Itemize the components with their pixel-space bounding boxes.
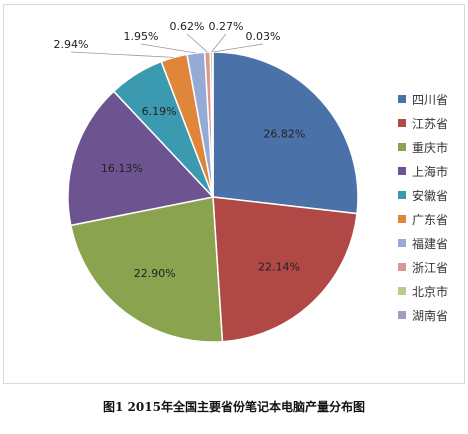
legend-item-1: 四川省 xyxy=(398,87,468,111)
legend-item-2: 江苏省 xyxy=(398,111,468,135)
legend-item-10: 湖南省 xyxy=(398,303,468,327)
pie-slice-2 xyxy=(212,196,358,343)
pie-slice-4 xyxy=(67,90,215,227)
slice-label-7: 1.95% xyxy=(124,30,159,43)
slice-label-5: 6.19% xyxy=(142,105,177,118)
slice-label-9: 0.27% xyxy=(209,20,244,33)
legend-label-5: 安徽省 xyxy=(412,188,449,203)
slice-label-2: 22.14% xyxy=(258,260,300,273)
leader-line-10 xyxy=(212,43,264,53)
leader-line-7 xyxy=(140,43,196,54)
legend-swatch-4 xyxy=(398,167,406,175)
legend-swatch-5 xyxy=(398,191,406,199)
legend-item-8: 浙江省 xyxy=(398,255,468,279)
legend-swatch-9 xyxy=(398,287,406,295)
legend-label-6: 广东省 xyxy=(412,212,449,227)
legend-label-7: 福建省 xyxy=(412,236,449,251)
legend-swatch-3 xyxy=(398,143,406,151)
legend-label-10: 湖南省 xyxy=(412,308,449,323)
legend-label-9: 北京市 xyxy=(412,284,449,299)
legend-label-1: 四川省 xyxy=(412,92,449,107)
figure-caption: 图1 2015年全国主要省份笔记本电脑产量分布图 xyxy=(103,400,365,414)
slice-label-3: 22.90% xyxy=(134,267,176,280)
slice-label-1: 26.82% xyxy=(263,127,305,140)
slice-label-6: 2.94% xyxy=(54,38,89,51)
slice-label-4: 16.13% xyxy=(101,162,143,175)
leader-line-6 xyxy=(70,51,174,58)
legend-item-4: 上海市 xyxy=(398,159,468,183)
legend: 四川省江苏省重庆市上海市安徽省广东省福建省浙江省北京市湖南省 xyxy=(398,87,468,327)
legend-swatch-1 xyxy=(398,95,406,103)
legend-item-9: 北京市 xyxy=(398,279,468,303)
slice-label-10: 0.03% xyxy=(246,30,281,43)
chart-frame: 26.82% 22.14% 22.90% 16.13% 6.19% 2.94% 1.95% 0… xyxy=(3,4,465,384)
legend-item-5: 安徽省 xyxy=(398,183,468,207)
legend-swatch-2 xyxy=(398,119,406,127)
slice-label-8: 0.62% xyxy=(170,20,205,33)
legend-swatch-6 xyxy=(398,215,406,223)
legend-label-4: 上海市 xyxy=(412,164,449,179)
legend-swatch-10 xyxy=(398,311,406,319)
legend-swatch-7 xyxy=(398,239,406,247)
legend-swatch-8 xyxy=(398,263,406,271)
pie-slice-3 xyxy=(69,196,224,343)
legend-label-3: 重庆市 xyxy=(412,140,449,155)
legend-item-6: 广东省 xyxy=(398,207,468,231)
legend-item-3: 重庆市 xyxy=(398,135,468,159)
pie-slice-1 xyxy=(212,51,359,215)
legend-label-2: 江苏省 xyxy=(412,116,449,131)
leader-line-8 xyxy=(186,33,208,53)
leader-line-9 xyxy=(211,33,227,53)
legend-item-7: 福建省 xyxy=(398,231,468,255)
pie-chart: 26.82% 22.14% 22.90% 16.13% 6.19% 2.94% 1.95% 0… xyxy=(54,20,359,343)
legend-label-8: 浙江省 xyxy=(412,260,449,275)
